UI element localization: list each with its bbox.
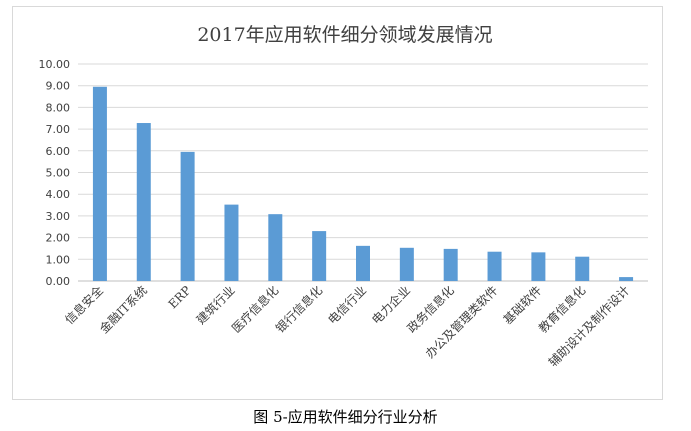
y-axis: 0.00 1.00 2.00 3.00 4.00 5.00 6.00 7.00 8.00 9.00… <box>39 58 71 288</box>
bar <box>92 86 107 281</box>
x-tick-label: 建筑行业 <box>193 283 238 328</box>
figure-caption: 图 5-应用软件细分行业分析 <box>253 408 438 426</box>
bar <box>619 277 634 281</box>
x-tick-label: 银行信息化 <box>272 283 325 336</box>
bar <box>487 251 502 281</box>
bar <box>575 256 590 281</box>
y-tick-label: 4.00 <box>46 188 71 201</box>
x-tick-label: 电信行业 <box>325 283 369 327</box>
bar <box>312 231 327 281</box>
y-tick-label: 0.00 <box>46 275 71 288</box>
bar <box>268 214 283 281</box>
x-tick-label: 基础软件 <box>501 283 545 327</box>
y-tick-label: 7.00 <box>46 123 71 136</box>
y-tick-label: 6.00 <box>46 145 71 158</box>
y-tick-label: 5.00 <box>46 167 71 180</box>
y-tick-label: 1.00 <box>46 253 71 266</box>
x-tick-label: 金融IT系统 <box>96 283 150 337</box>
bars <box>92 86 634 281</box>
y-tick-label: 3.00 <box>46 210 71 223</box>
bar <box>399 247 414 281</box>
y-tick-label: 8.00 <box>46 101 71 114</box>
bar <box>356 245 370 281</box>
bar <box>443 248 458 281</box>
y-tick-label: 2.00 <box>46 232 71 245</box>
x-tick-label: 办公及管理类软件 <box>422 283 500 361</box>
chart-title: 2017年应用软件细分领域发展情况 <box>197 24 492 46</box>
y-tick-label: 9.00 <box>46 80 71 93</box>
bar <box>531 252 546 281</box>
y-tick-label: 10.00 <box>39 58 71 71</box>
bar <box>224 204 239 281</box>
x-tick-label: 辅助设计及制作设计 <box>546 283 632 369</box>
gridlines <box>78 63 648 282</box>
x-tick-label: ERP <box>166 283 194 311</box>
chart-frame <box>12 6 663 400</box>
bar <box>180 151 195 281</box>
bar <box>136 123 151 281</box>
x-tick-label: 电力企业 <box>368 283 413 328</box>
x-tick-label: 信息安全 <box>61 283 106 328</box>
